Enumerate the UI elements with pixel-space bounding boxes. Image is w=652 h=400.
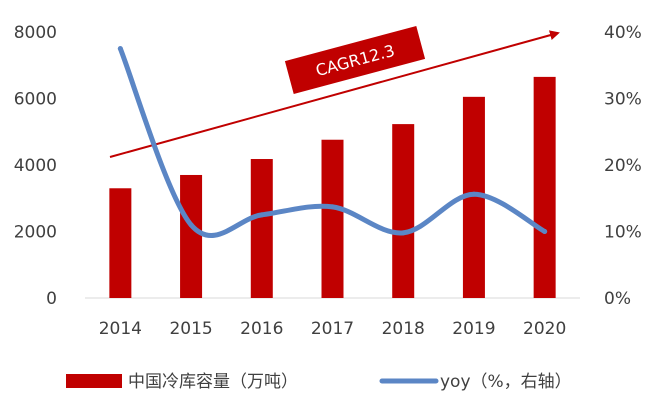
- bar-2015: [180, 174, 203, 298]
- left-axis-tick-label: 0: [46, 289, 57, 309]
- yoy-point-2015: [188, 222, 194, 228]
- bar-series: [109, 76, 556, 299]
- legend-label-line: yoy（%，右轴）: [440, 372, 572, 392]
- yoy-point-2020: [542, 229, 548, 234]
- bar-2020: [533, 76, 556, 298]
- right-axis-tick-label: 30%: [604, 90, 642, 110]
- legend-swatch-bar: [66, 374, 122, 388]
- yoy-point-2016: [259, 212, 265, 218]
- yoy-point-2014: [117, 46, 123, 52]
- x-axis-ticks: 2014 2015 2016 2017 2018 2019 2020: [99, 319, 567, 339]
- x-axis-tick-label: 2018: [382, 319, 425, 339]
- right-axis-tick-label: 0%: [604, 289, 631, 309]
- cagr-badge: CAGR12.3: [284, 25, 426, 95]
- right-axis-tick-label: 40%: [604, 23, 642, 43]
- x-axis-tick-label: 2017: [311, 319, 354, 339]
- bar-2014: [109, 188, 132, 298]
- left-axis-tick-label: 4000: [14, 156, 57, 176]
- right-axis-tick-label: 20%: [604, 156, 642, 176]
- cagr-annotation: CAGR12.3: [109, 25, 560, 158]
- right-axis-ticks: 0% 10% 20% 30% 40%: [604, 23, 642, 309]
- line-series: [117, 46, 548, 238]
- x-axis-tick-label: 2019: [452, 319, 495, 339]
- legend-item-line: yoy（%，右轴）: [379, 372, 572, 392]
- left-axis-ticks: 0 2000 4000 6000 8000: [14, 23, 57, 309]
- bar-2019: [462, 96, 485, 299]
- bar-2018: [392, 124, 415, 298]
- yoy-point-2018: [400, 230, 406, 236]
- left-axis-tick-label: 6000: [14, 90, 57, 110]
- cagr-arrow: [109, 30, 560, 158]
- cagr-badge-box: [284, 25, 426, 95]
- legend-label-bar: 中国冷库容量（万吨）: [128, 372, 298, 392]
- x-axis-tick-label: 2014: [99, 319, 142, 339]
- bar-2016: [250, 159, 273, 298]
- x-axis-tick-label: 2016: [240, 319, 283, 339]
- x-axis-tick-label: 2020: [523, 319, 566, 339]
- yoy-point-2017: [330, 204, 335, 210]
- right-axis-tick-label: 10%: [604, 223, 642, 243]
- legend-item-bar: 中国冷库容量（万吨）: [66, 372, 298, 392]
- yoy-point-2019: [471, 191, 477, 197]
- x-axis-tick-label: 2015: [169, 319, 212, 339]
- bar-2017: [321, 139, 344, 298]
- left-axis-tick-label: 2000: [14, 223, 57, 243]
- legend: 中国冷库容量（万吨） yoy（%，右轴）: [66, 372, 572, 392]
- left-axis-tick-label: 8000: [14, 23, 57, 43]
